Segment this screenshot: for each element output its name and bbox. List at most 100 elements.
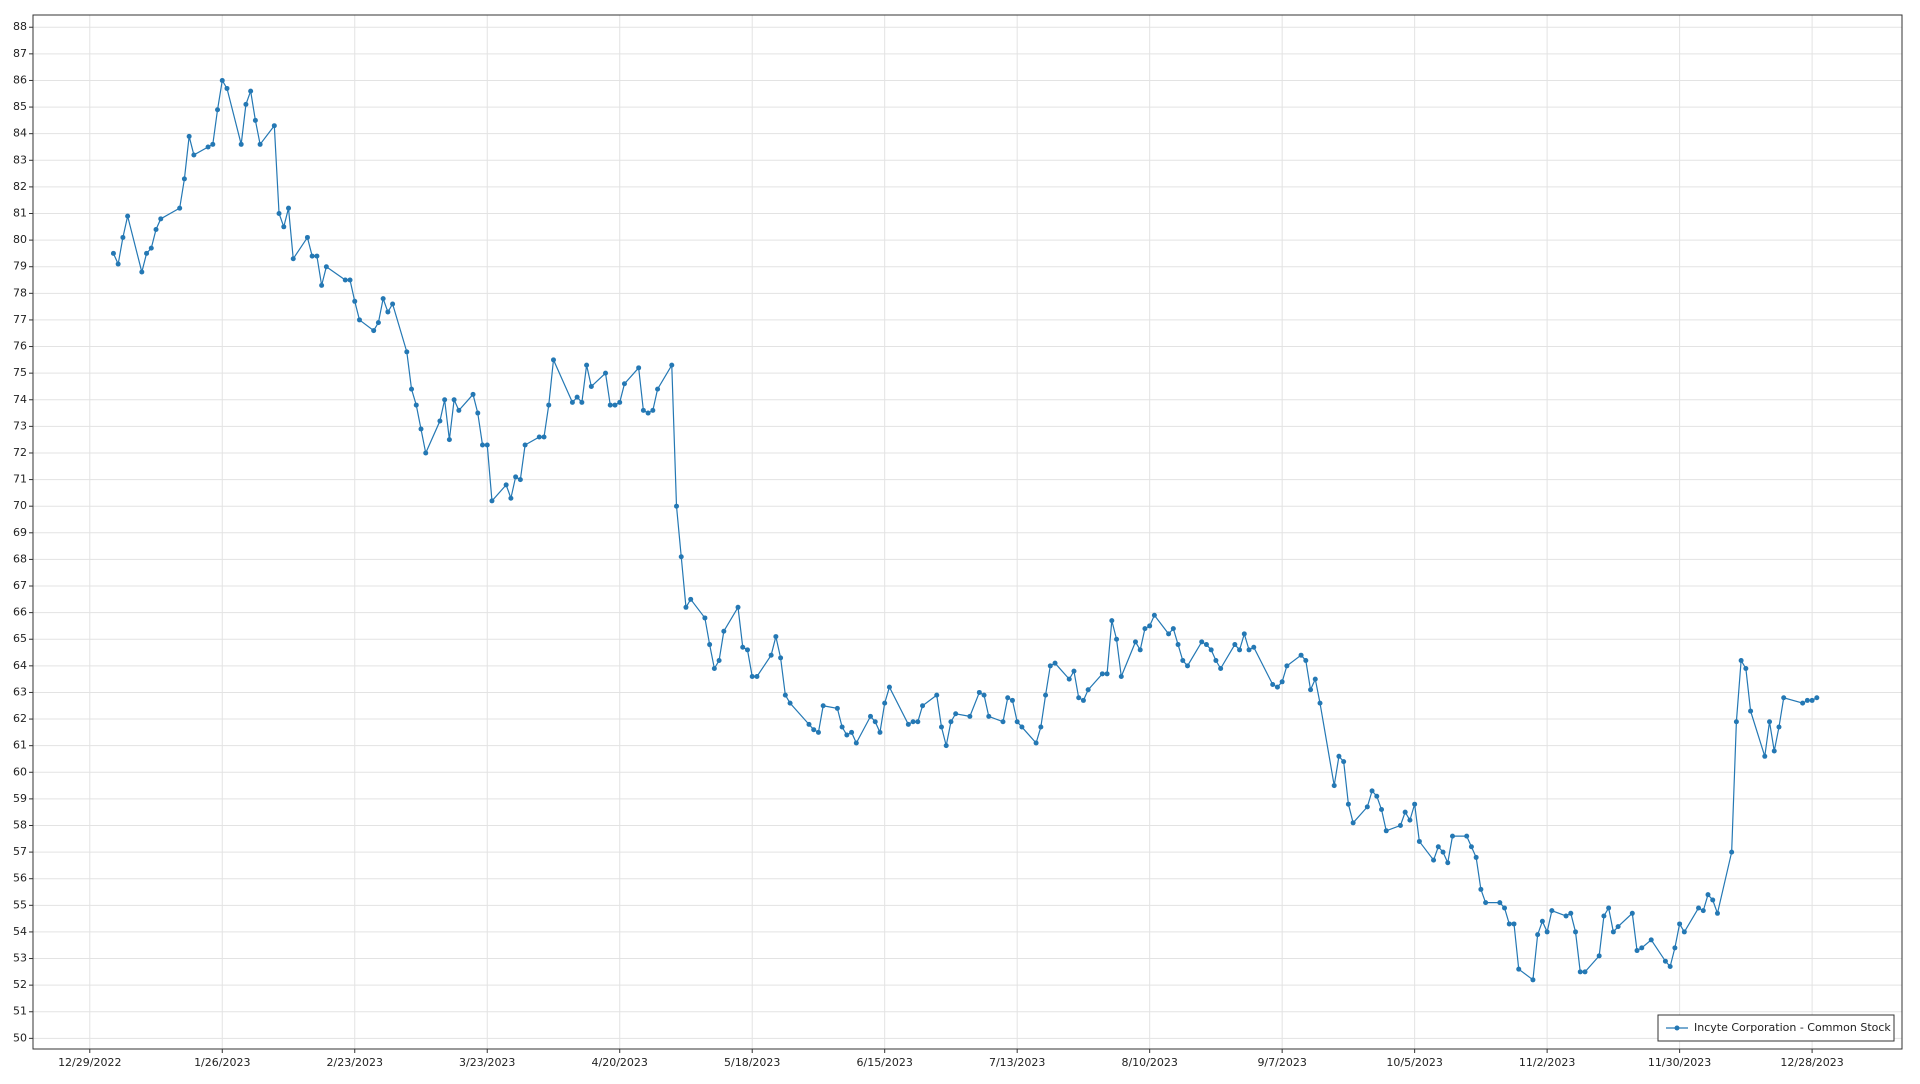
data-point [1397, 822, 1403, 828]
data-point [1445, 860, 1451, 866]
data-point [910, 719, 916, 725]
data-point [1738, 658, 1744, 664]
y-tick-label: 75 [13, 366, 27, 379]
data-point [1804, 697, 1810, 703]
data-point [1019, 724, 1025, 730]
data-point [872, 719, 878, 725]
data-point [125, 213, 131, 219]
data-point [536, 434, 542, 440]
data-point [1336, 753, 1342, 759]
data-point [437, 418, 443, 424]
data-point [1568, 910, 1574, 916]
data-point [1241, 631, 1247, 637]
data-point [702, 615, 708, 621]
data-point [1497, 900, 1503, 906]
data-point [1615, 924, 1621, 930]
data-point [281, 224, 287, 230]
data-point [1147, 623, 1153, 629]
data-point [603, 370, 609, 376]
data-point [905, 721, 911, 727]
y-tick-label: 58 [13, 818, 27, 831]
data-point [645, 410, 651, 416]
y-tick-label: 81 [13, 206, 27, 219]
x-tick-label: 12/29/2022 [58, 1056, 121, 1069]
data-point [1369, 788, 1375, 794]
data-point [1714, 910, 1720, 916]
y-tick-label: 79 [13, 260, 27, 273]
data-point [177, 205, 183, 211]
data-point [621, 381, 627, 387]
x-tick-label: 5/18/2023 [724, 1056, 780, 1069]
data-point [110, 250, 116, 256]
y-tick-label: 69 [13, 526, 27, 539]
data-point [1080, 697, 1086, 703]
data-point [219, 77, 225, 83]
data-point [1416, 838, 1422, 844]
data-point [1762, 753, 1768, 759]
data-point [674, 503, 680, 509]
data-point [740, 644, 746, 650]
data-point [1185, 663, 1191, 669]
x-tick-label: 7/13/2023 [989, 1056, 1045, 1069]
data-point [243, 101, 249, 107]
data-point [1502, 905, 1508, 911]
data-point [1771, 748, 1777, 754]
data-point [1601, 913, 1607, 919]
data-point [115, 261, 121, 267]
y-tick-label: 66 [13, 606, 27, 619]
y-tick-label: 51 [13, 1005, 27, 1018]
data-point [1511, 921, 1517, 927]
data-point [1544, 929, 1550, 935]
y-tick-label: 77 [13, 313, 27, 326]
data-point [1667, 964, 1673, 970]
data-point [1478, 886, 1484, 892]
data-point [569, 399, 575, 405]
y-tick-label: 64 [13, 659, 27, 672]
data-point [484, 442, 490, 448]
data-point [1710, 897, 1716, 903]
data-point [1539, 918, 1545, 924]
data-point [1232, 642, 1238, 648]
data-point [844, 732, 850, 738]
data-point [1199, 639, 1205, 645]
x-tick-label: 11/30/2023 [1648, 1056, 1711, 1069]
data-point [1341, 759, 1347, 765]
x-tick-label: 8/10/2023 [1121, 1056, 1177, 1069]
data-point [584, 362, 590, 368]
data-point [967, 713, 973, 719]
data-point [1672, 945, 1678, 951]
data-point [1374, 793, 1380, 799]
data-point [1506, 921, 1512, 927]
data-point [191, 152, 197, 158]
data-point [650, 407, 656, 413]
data-point [1776, 724, 1782, 730]
data-point [1809, 697, 1815, 703]
data-point [342, 277, 348, 283]
data-point [248, 88, 254, 94]
data-point [787, 700, 793, 706]
data-point [1047, 663, 1053, 669]
data-point [257, 141, 263, 147]
data-point [1274, 684, 1280, 690]
data-point [508, 495, 514, 501]
data-point [276, 210, 282, 216]
data-point [404, 349, 410, 355]
x-tick-label: 3/23/2023 [459, 1056, 515, 1069]
data-point [1166, 631, 1172, 637]
data-point [224, 85, 230, 91]
y-tick-label: 70 [13, 499, 27, 512]
y-tick-label: 74 [13, 393, 27, 406]
data-point [782, 692, 788, 698]
data-point [503, 482, 509, 488]
data-point [1767, 719, 1773, 725]
data-point [304, 234, 310, 240]
y-tick-label: 60 [13, 765, 27, 778]
data-point [768, 652, 774, 658]
data-point [158, 216, 164, 222]
data-point [517, 477, 523, 483]
data-point [1483, 900, 1489, 906]
data-point [1473, 854, 1479, 860]
x-tick-label: 2/23/2023 [327, 1056, 383, 1069]
data-point [1705, 892, 1711, 898]
data-point [640, 407, 646, 413]
